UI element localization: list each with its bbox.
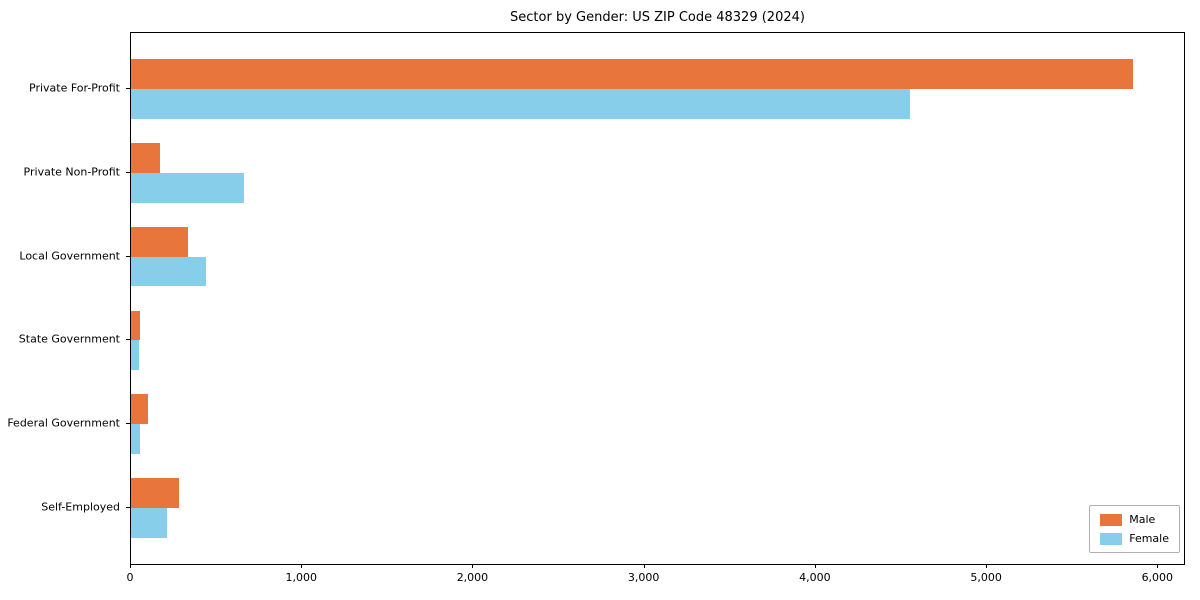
legend: Male Female bbox=[1089, 505, 1180, 553]
bar-female-0 bbox=[131, 88, 911, 119]
bar-male-4 bbox=[131, 394, 149, 425]
y-tick-label-2: Local Government bbox=[19, 249, 120, 263]
legend-swatch-male bbox=[1100, 513, 1123, 526]
plot-area bbox=[130, 32, 1185, 565]
x-tick-label-5: 5,000 bbox=[970, 571, 1002, 584]
x-tick-mark-4 bbox=[814, 564, 816, 568]
y-tick-mark-3 bbox=[126, 339, 130, 341]
y-tick-label-5: Self-Employed bbox=[41, 500, 120, 514]
bar-female-2 bbox=[131, 256, 207, 287]
y-tick-mark-1 bbox=[126, 171, 130, 173]
y-tick-mark-4 bbox=[126, 423, 130, 425]
x-tick-mark-3 bbox=[643, 564, 645, 568]
x-tick-mark-0 bbox=[130, 564, 131, 568]
legend-label-male: Male bbox=[1129, 513, 1156, 526]
bar-male-0 bbox=[131, 58, 1133, 89]
bar-female-4 bbox=[131, 424, 140, 455]
x-tick-mark-6 bbox=[1157, 564, 1159, 568]
x-tick-mark-1 bbox=[301, 564, 303, 568]
y-tick-label-1: Private Non-Profit bbox=[23, 165, 120, 179]
y-tick-mark-2 bbox=[126, 255, 130, 257]
legend-item-female: Female bbox=[1100, 532, 1169, 545]
y-tick-mark-5 bbox=[126, 507, 130, 509]
legend-label-female: Female bbox=[1129, 532, 1169, 545]
legend-item-male: Male bbox=[1100, 513, 1169, 526]
x-tick-label-1: 1,000 bbox=[285, 571, 317, 584]
bar-male-3 bbox=[131, 310, 141, 341]
bar-male-2 bbox=[131, 226, 188, 257]
bar-male-1 bbox=[131, 142, 161, 173]
x-tick-mark-5 bbox=[986, 564, 988, 568]
bar-male-5 bbox=[131, 478, 179, 509]
bar-female-3 bbox=[131, 340, 139, 371]
x-tick-label-6: 6,000 bbox=[1141, 571, 1174, 584]
x-tick-label-4: 4,000 bbox=[799, 571, 831, 584]
y-tick-label-0: Private For-Profit bbox=[29, 81, 120, 95]
bar-female-1 bbox=[131, 172, 244, 203]
legend-swatch-female bbox=[1100, 532, 1123, 545]
chart-title: Sector by Gender: US ZIP Code 48329 (202… bbox=[510, 10, 805, 25]
x-tick-label-0: 0 bbox=[126, 571, 134, 584]
bar-female-5 bbox=[131, 508, 167, 539]
x-tick-label-3: 3,000 bbox=[627, 571, 660, 584]
y-tick-label-3: State Government bbox=[18, 332, 120, 346]
x-tick-label-2: 2,000 bbox=[456, 571, 489, 584]
x-tick-mark-2 bbox=[472, 564, 474, 568]
y-tick-mark-0 bbox=[126, 87, 130, 89]
y-tick-label-4: Federal Government bbox=[7, 416, 120, 430]
